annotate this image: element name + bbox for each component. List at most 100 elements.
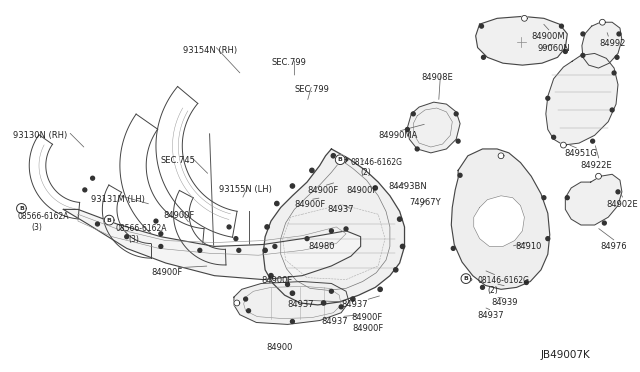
Polygon shape	[401, 244, 404, 248]
Polygon shape	[546, 237, 550, 241]
Text: 84992: 84992	[600, 39, 626, 48]
Text: B: B	[463, 276, 468, 281]
Text: 84922E: 84922E	[580, 161, 612, 170]
Polygon shape	[330, 229, 333, 233]
Polygon shape	[291, 320, 294, 323]
Polygon shape	[291, 291, 294, 295]
Polygon shape	[246, 309, 250, 313]
Polygon shape	[602, 221, 606, 225]
Text: B: B	[19, 206, 24, 211]
Polygon shape	[559, 24, 563, 28]
Polygon shape	[234, 300, 240, 306]
Text: 84900F: 84900F	[164, 211, 195, 220]
Text: 08566-6162A: 08566-6162A	[17, 212, 69, 221]
Polygon shape	[17, 203, 26, 213]
Polygon shape	[104, 215, 114, 225]
Polygon shape	[285, 282, 289, 286]
Polygon shape	[83, 188, 87, 192]
Text: 99060N: 99060N	[537, 44, 570, 53]
Polygon shape	[498, 153, 504, 159]
Text: JB49007K: JB49007K	[541, 350, 591, 360]
Polygon shape	[198, 248, 202, 252]
Polygon shape	[244, 297, 248, 301]
Text: 84900F: 84900F	[261, 276, 292, 285]
Polygon shape	[154, 219, 158, 223]
Polygon shape	[125, 235, 129, 238]
Polygon shape	[291, 184, 294, 188]
Text: 84900F: 84900F	[307, 186, 339, 195]
Polygon shape	[265, 225, 269, 229]
Polygon shape	[454, 112, 458, 116]
Polygon shape	[522, 15, 527, 21]
Polygon shape	[474, 196, 524, 246]
Text: 84990MA: 84990MA	[378, 131, 417, 140]
Polygon shape	[461, 274, 471, 283]
Polygon shape	[546, 54, 618, 145]
Text: 84951G: 84951G	[564, 149, 597, 158]
Text: 93131M (LH): 93131M (LH)	[91, 195, 145, 204]
Text: 84937: 84937	[341, 300, 368, 309]
Polygon shape	[600, 19, 605, 25]
Polygon shape	[565, 196, 569, 200]
Polygon shape	[335, 155, 345, 164]
Polygon shape	[481, 285, 484, 289]
Text: SEC.745: SEC.745	[161, 156, 196, 165]
Polygon shape	[120, 114, 204, 255]
Text: 93155N (LH): 93155N (LH)	[220, 185, 272, 194]
Text: 84493BN: 84493BN	[388, 182, 427, 191]
Text: 74967Y: 74967Y	[410, 198, 441, 207]
Text: 84908E: 84908E	[421, 73, 453, 82]
Polygon shape	[451, 149, 550, 289]
Text: 84900F: 84900F	[351, 313, 382, 322]
Text: 93130N (RH): 93130N (RH)	[13, 131, 67, 140]
Text: B: B	[338, 157, 342, 162]
Polygon shape	[273, 244, 277, 248]
Polygon shape	[565, 174, 622, 225]
Polygon shape	[378, 287, 382, 292]
Polygon shape	[563, 49, 567, 54]
Polygon shape	[373, 186, 378, 190]
Text: 84900F: 84900F	[294, 200, 326, 209]
Polygon shape	[237, 248, 241, 252]
Polygon shape	[263, 149, 404, 305]
Polygon shape	[330, 289, 333, 293]
Polygon shape	[582, 22, 622, 68]
Polygon shape	[408, 102, 460, 153]
Polygon shape	[342, 157, 348, 163]
Polygon shape	[581, 32, 585, 36]
Polygon shape	[397, 217, 402, 221]
Text: (3): (3)	[31, 223, 42, 232]
Polygon shape	[159, 232, 163, 236]
Text: B: B	[107, 218, 111, 222]
Text: (2): (2)	[361, 169, 371, 177]
Text: 84900M: 84900M	[531, 32, 565, 41]
Polygon shape	[561, 142, 566, 148]
Polygon shape	[610, 108, 614, 112]
Polygon shape	[305, 237, 309, 241]
Polygon shape	[615, 55, 619, 59]
Polygon shape	[339, 305, 343, 309]
Polygon shape	[234, 282, 349, 324]
Text: 84900: 84900	[266, 343, 292, 352]
Polygon shape	[412, 112, 415, 116]
Text: 08566-6162A: 08566-6162A	[115, 224, 166, 233]
Polygon shape	[616, 190, 620, 194]
Text: 84937: 84937	[328, 205, 354, 214]
Polygon shape	[156, 87, 237, 237]
Text: 84937: 84937	[287, 300, 314, 309]
Text: 93154N (RH): 93154N (RH)	[183, 46, 237, 55]
Polygon shape	[612, 71, 616, 75]
Polygon shape	[344, 227, 348, 231]
Polygon shape	[415, 147, 419, 151]
Polygon shape	[173, 190, 226, 265]
Polygon shape	[310, 168, 314, 173]
Polygon shape	[617, 32, 621, 36]
Polygon shape	[406, 128, 410, 131]
Polygon shape	[591, 139, 595, 143]
Text: 84937: 84937	[477, 311, 504, 320]
Text: 08146-6162G: 08146-6162G	[351, 158, 403, 167]
Text: 84900F: 84900F	[151, 268, 182, 277]
Text: 84900F: 84900F	[346, 186, 378, 195]
Text: 08146-6162G: 08146-6162G	[477, 276, 530, 285]
Polygon shape	[479, 24, 483, 28]
